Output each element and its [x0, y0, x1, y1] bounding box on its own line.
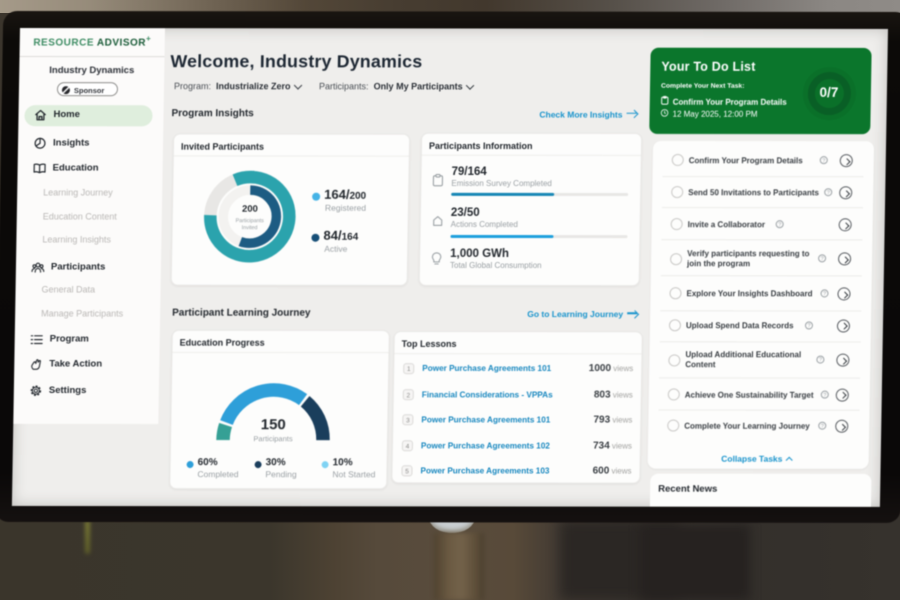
svg-text:200: 200 — [242, 204, 258, 215]
svg-text:Invited: Invited — [242, 225, 258, 231]
svg-text:Participants: Participants — [236, 218, 265, 224]
